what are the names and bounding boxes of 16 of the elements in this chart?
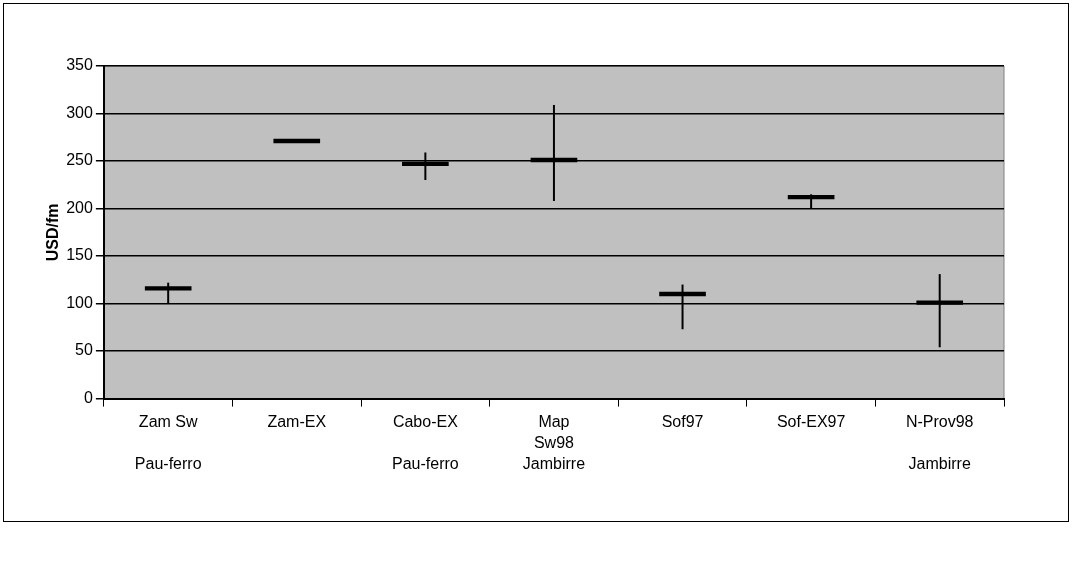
y-tick-label: 100 xyxy=(66,293,93,311)
y-tick-label: 250 xyxy=(66,151,93,169)
y-tick-label: 50 xyxy=(75,341,93,359)
x-tick-label: Sof-EX97 xyxy=(776,413,846,431)
y-tick-label: 0 xyxy=(83,389,93,407)
x-tick-label: Zam-EX xyxy=(267,413,327,431)
category-label: Zam Sw Pau-ferro xyxy=(134,413,202,473)
y-tick-label: 300 xyxy=(66,103,93,121)
category-label: N-Prov98 Jambirre xyxy=(905,413,974,473)
y-tick-label: 350 xyxy=(66,56,93,74)
category-label: Cabo-EX Pau-ferro xyxy=(392,413,459,473)
y-tick-label: 150 xyxy=(66,246,93,264)
y-tick-label: 200 xyxy=(66,198,93,216)
x-tick-label: Map Sw98 Jambirre xyxy=(522,413,586,473)
x-tick-label: Sof97 xyxy=(661,413,704,431)
y-axis-title: USD/fm xyxy=(44,203,62,262)
